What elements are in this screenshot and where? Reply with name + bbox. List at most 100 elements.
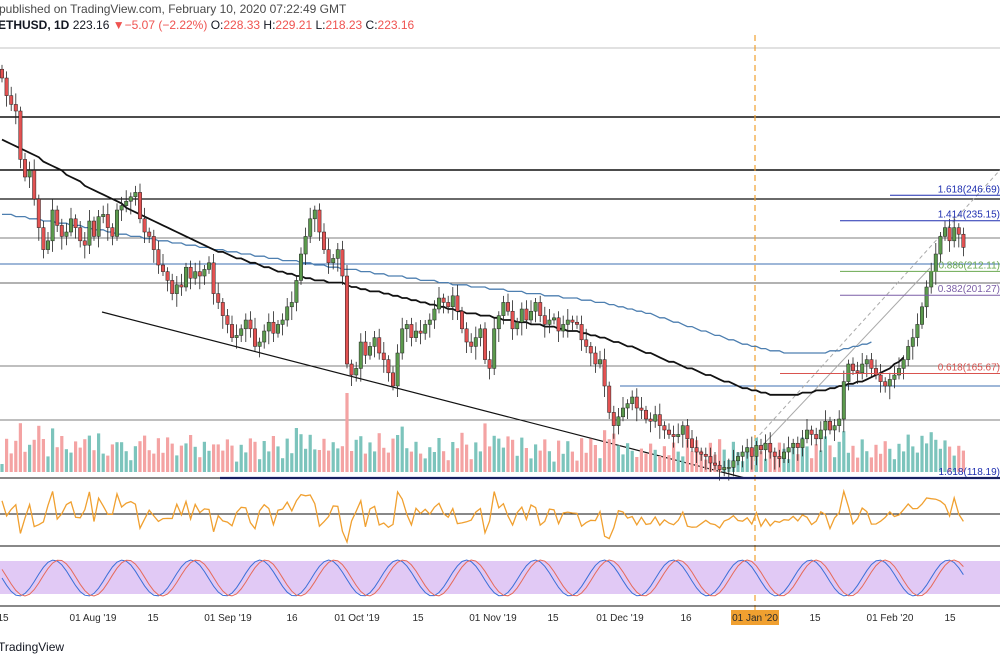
candle: [855, 361, 860, 384]
volume-bar: [41, 439, 45, 472]
candle: [575, 315, 579, 329]
volume-bar: [488, 446, 492, 472]
horizontal-level-lines: [0, 35, 1000, 625]
candle-body: [782, 451, 786, 459]
candle: [82, 232, 87, 259]
volume-bar: [823, 436, 827, 472]
candle-body: [119, 205, 124, 211]
candle-body: [473, 337, 478, 347]
candle-body: [202, 269, 207, 277]
candle-body: [492, 328, 497, 369]
candle-body: [703, 453, 708, 457]
candle: [96, 210, 101, 248]
candle: [933, 243, 938, 285]
candle: [662, 421, 667, 439]
candle-body: [565, 319, 570, 325]
candle-body: [579, 324, 584, 341]
candle-body: [593, 352, 598, 365]
volume-bar: [934, 439, 938, 472]
volume-bar: [920, 435, 924, 472]
fib-label: 1.414(235.15): [938, 210, 1000, 221]
candle: [910, 328, 915, 360]
candle: [887, 372, 892, 400]
candle: [404, 320, 409, 343]
candle-body: [814, 434, 819, 440]
candle: [184, 262, 188, 292]
candle-body: [841, 381, 846, 420]
volume-bar: [892, 459, 896, 472]
candle: [437, 287, 441, 314]
candle: [115, 203, 119, 241]
ohlc-line: ETHUSD, 1D 223.16 ▼−5.07 (−2.22%) O:228.…: [0, 17, 414, 33]
candle-body: [354, 368, 359, 376]
candle: [653, 405, 658, 428]
volume-bar: [759, 451, 763, 472]
volume-bar: [501, 447, 505, 472]
volume-bar: [515, 455, 519, 472]
candle-body: [809, 429, 814, 435]
volume-bar: [69, 452, 73, 472]
candle: [598, 350, 602, 369]
volume-bar: [543, 439, 547, 472]
candle-body: [943, 227, 947, 237]
volume-bar: [437, 438, 441, 472]
candle: [9, 86, 14, 112]
fib-label: 0.382(201.27): [938, 284, 1000, 295]
volume-bar: [612, 433, 616, 472]
candle: [294, 276, 299, 312]
candle: [800, 430, 805, 457]
volume-bar: [593, 445, 597, 472]
candle: [345, 265, 349, 369]
volume-bar: [391, 438, 395, 472]
candle-body: [276, 324, 280, 334]
volume-bar: [860, 439, 864, 472]
candle: [400, 317, 405, 360]
candle: [492, 317, 497, 376]
candle: [814, 427, 819, 446]
volume-bar: [184, 443, 188, 472]
candle-body: [519, 308, 524, 323]
candle: [202, 265, 207, 285]
candle: [78, 221, 83, 248]
symbol-label[interactable]: ETHUSD, 1D: [0, 18, 70, 32]
candle-body: [828, 420, 832, 431]
volume-bar: [212, 444, 216, 472]
rsi-pane: [0, 477, 1000, 547]
candle: [754, 441, 759, 466]
candle: [851, 357, 855, 376]
candle-body: [745, 447, 750, 453]
candle: [151, 229, 156, 263]
candle: [446, 295, 451, 314]
volume-bar: [837, 441, 841, 472]
volume-bar: [120, 442, 124, 472]
descending-trend-line: [101, 311, 746, 479]
candle: [538, 295, 543, 323]
volume-bar: [0, 464, 4, 472]
candle-body: [400, 328, 405, 354]
stoch-k-line: [1, 559, 964, 597]
candle-body: [36, 198, 41, 228]
candle-body: [335, 249, 340, 259]
volume-bar: [345, 393, 349, 472]
candle-body: [538, 302, 543, 316]
candle: [197, 260, 202, 290]
candle-body: [23, 159, 27, 178]
candle-body: [662, 425, 667, 431]
volume-bar: [961, 450, 965, 472]
candle: [147, 227, 152, 244]
volume-bar: [589, 438, 593, 472]
volume-bar: [322, 438, 326, 472]
candle: [50, 199, 55, 252]
candle: [740, 445, 745, 468]
volume-bar: [23, 451, 27, 472]
candle-body: [855, 370, 860, 374]
candle: [892, 366, 897, 389]
volume-bar: [644, 453, 648, 472]
volume-bar: [446, 460, 450, 472]
candle-body: [110, 227, 115, 237]
candle: [699, 447, 704, 461]
candle-body: [358, 341, 363, 369]
volume-bar: [598, 458, 602, 472]
candle-body: [55, 209, 60, 226]
